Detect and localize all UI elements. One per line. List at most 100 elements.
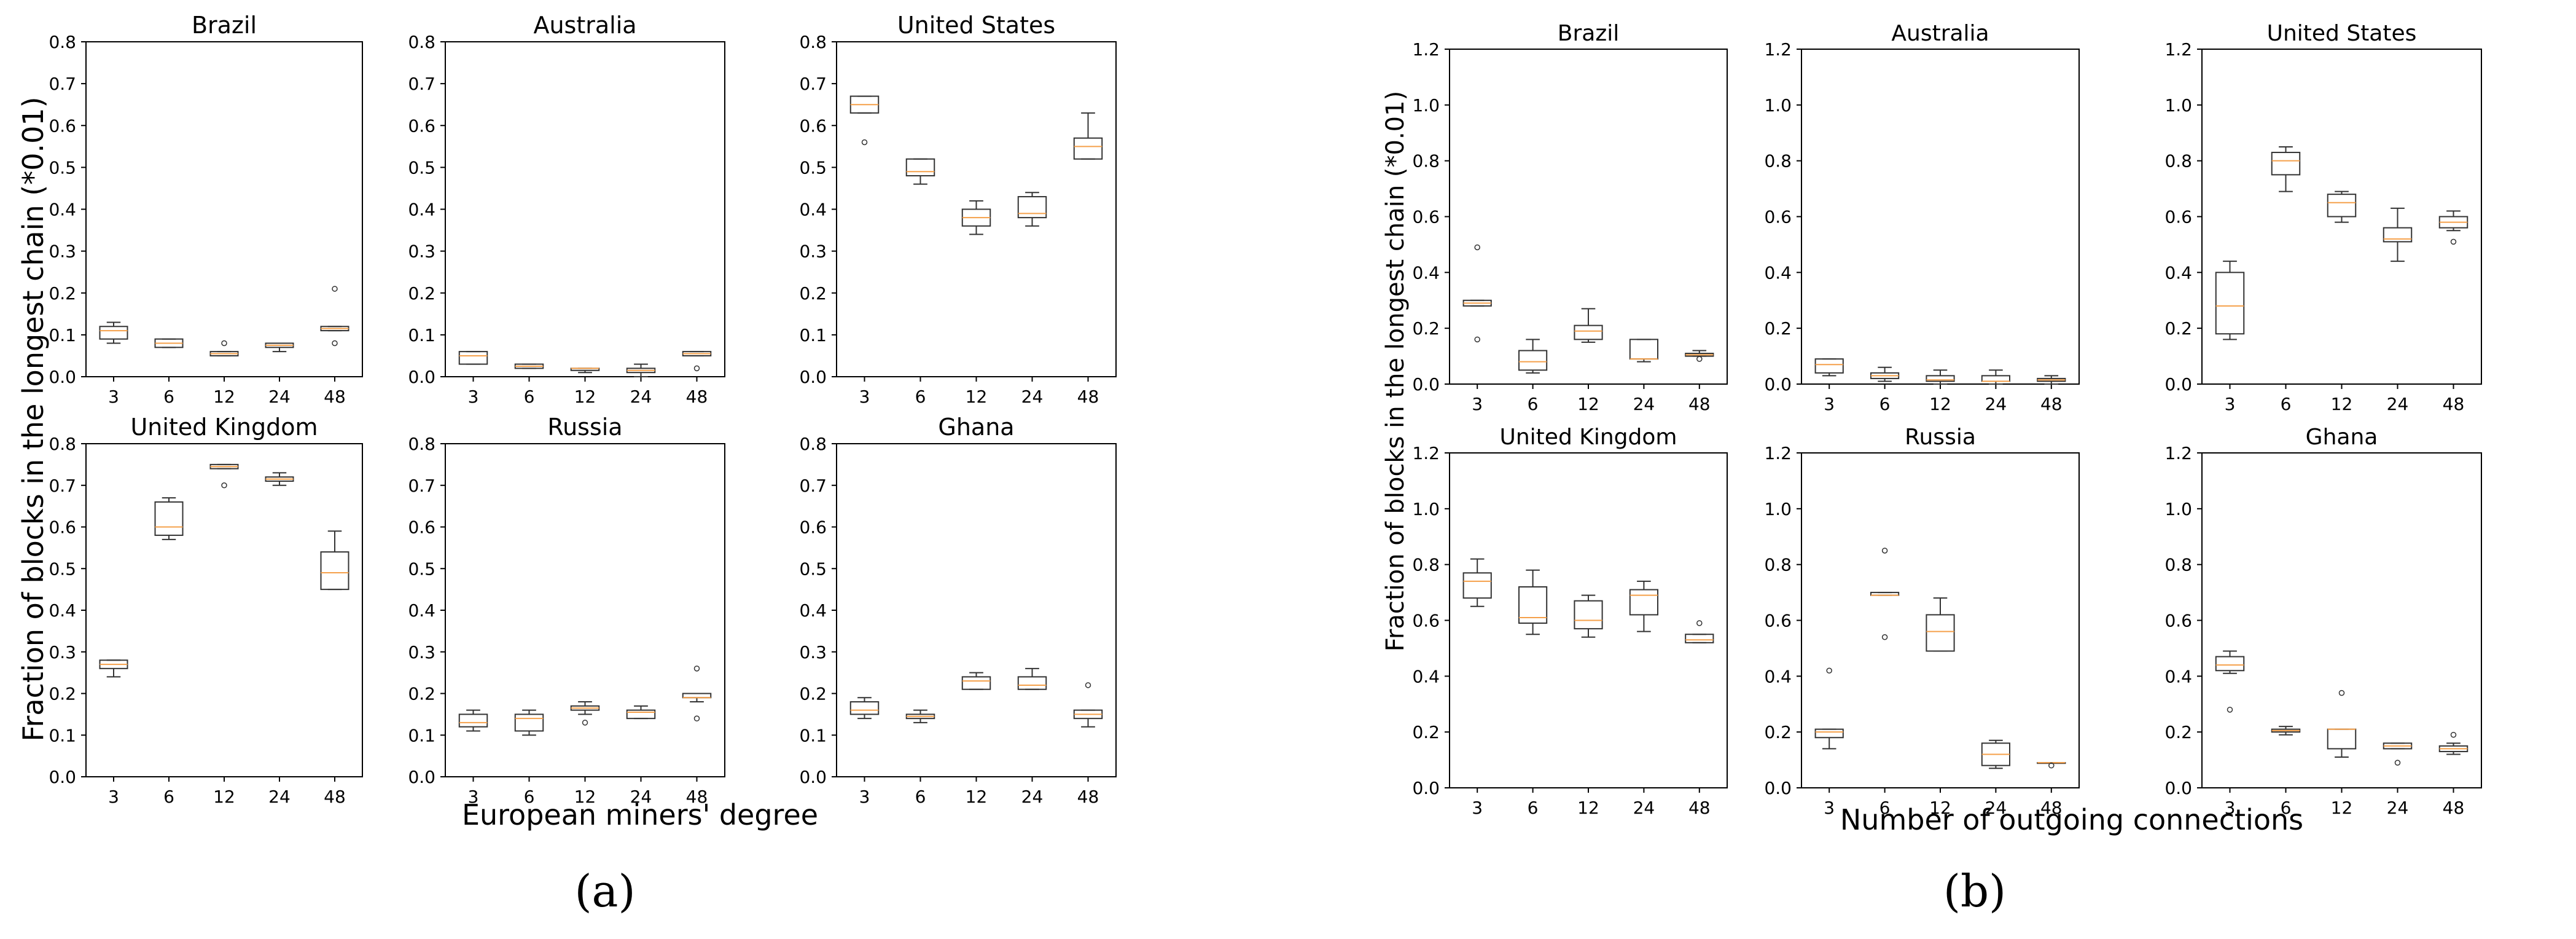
box-iqr bbox=[1518, 586, 1548, 624]
subplot-b-russia: Russia 0.0 0.2 0.4 0.6 0.8 1.0 1.2 3 6 12 24 48 bbox=[1764, 425, 2080, 818]
y-tick-label: 0.4 bbox=[1412, 262, 1440, 283]
y-tick-label: 0.6 bbox=[49, 116, 76, 136]
box-24 bbox=[265, 472, 294, 486]
y-tick-label: 1.0 bbox=[1764, 499, 1792, 519]
box-48 bbox=[1685, 620, 1714, 643]
y-tick-label: 0.4 bbox=[2164, 262, 2192, 283]
box-48 bbox=[320, 530, 349, 591]
box-iqr bbox=[1073, 137, 1103, 160]
subplot-title: Australia bbox=[533, 12, 636, 39]
outlier-point bbox=[2450, 238, 2457, 245]
y-tick-label: 0.1 bbox=[799, 325, 827, 345]
y-tick-label: 0.8 bbox=[1412, 555, 1440, 575]
y-tick-label: 0.3 bbox=[408, 642, 435, 662]
x-tick-label: 48 bbox=[2040, 394, 2063, 414]
box-24 bbox=[2383, 207, 2413, 262]
y-tick-label: 0.4 bbox=[799, 200, 827, 220]
subplot-panels: Brazil 0.0 0.1 0.2 0.3 0.4 0.5 0.6 0.7 0.8 3 6 12 24 4… bbox=[49, 12, 2482, 818]
box-12 bbox=[961, 200, 991, 235]
y-tick-label: 0.7 bbox=[49, 74, 76, 94]
box-iqr bbox=[849, 701, 880, 715]
x-tick-label: 6 bbox=[1879, 798, 1891, 818]
x-tick-label: 48 bbox=[1688, 798, 1711, 818]
y-tick-label: 0.8 bbox=[49, 32, 76, 52]
x-tick-label: 48 bbox=[1688, 394, 1711, 414]
y-tick-label: 0.6 bbox=[1764, 207, 1792, 227]
x-tick-label: 6 bbox=[915, 387, 926, 407]
x-tick-label: 24 bbox=[1985, 394, 2007, 414]
y-tick-label: 0.5 bbox=[799, 157, 827, 178]
axes-frame bbox=[1801, 49, 2080, 385]
caption-b: (b) bbox=[1943, 865, 2006, 917]
box-6 bbox=[905, 709, 935, 723]
y-tick-label: 0.4 bbox=[408, 200, 435, 220]
x-tick-label: 3 bbox=[2225, 394, 2236, 414]
box-iqr bbox=[682, 693, 712, 699]
ylabel-a: Fraction of blocks in the longest chain … bbox=[17, 96, 50, 741]
y-tick-label: 0.2 bbox=[1764, 318, 1792, 339]
y-tick-label: 0.0 bbox=[1764, 374, 1792, 395]
box-24 bbox=[1629, 339, 1659, 363]
box-12 bbox=[570, 367, 600, 374]
x-tick-label: 12 bbox=[2331, 798, 2353, 818]
y-tick-label: 0.5 bbox=[408, 559, 435, 579]
box-iqr bbox=[1017, 676, 1047, 690]
box-12 bbox=[209, 463, 239, 489]
box-iqr bbox=[2271, 152, 2301, 176]
subplot-title: Australia bbox=[1891, 21, 1989, 46]
y-tick-label: 1.0 bbox=[1412, 499, 1440, 519]
y-tick-label: 0.3 bbox=[408, 242, 435, 262]
box-6 bbox=[905, 158, 935, 185]
y-tick-label: 0.0 bbox=[49, 367, 76, 387]
y-tick-label: 0.2 bbox=[1764, 722, 1792, 742]
outlier-point bbox=[2338, 690, 2345, 696]
subplot-title: Brazil bbox=[192, 12, 257, 39]
y-tick-label: 0.8 bbox=[799, 434, 827, 454]
box-48 bbox=[1073, 112, 1103, 160]
y-tick-label: 0.3 bbox=[799, 642, 827, 662]
box-iqr bbox=[905, 158, 935, 176]
y-tick-label: 0.4 bbox=[2164, 666, 2192, 686]
box-3 bbox=[99, 659, 128, 678]
box-48 bbox=[2037, 762, 2066, 769]
subplot-title: Russia bbox=[1905, 425, 1976, 450]
box-24 bbox=[1017, 192, 1047, 227]
box-iqr bbox=[1629, 339, 1659, 360]
subplot-b-brazil: Brazil 0.0 0.2 0.4 0.6 0.8 1.0 1.2 3 6 12 24 48 bbox=[1412, 21, 1728, 414]
x-tick-label: 6 bbox=[524, 787, 535, 807]
box-24 bbox=[2383, 742, 2413, 766]
y-tick-label: 0.6 bbox=[2164, 207, 2192, 227]
y-tick-label: 0.3 bbox=[49, 642, 76, 662]
box-48 bbox=[682, 351, 712, 372]
x-tick-label: 48 bbox=[1077, 787, 1099, 807]
box-48 bbox=[1685, 350, 1714, 362]
box-iqr bbox=[2215, 272, 2245, 335]
box-24 bbox=[1981, 369, 2011, 385]
x-tick-label: 3 bbox=[468, 387, 479, 407]
outlier-point bbox=[1696, 620, 1703, 626]
box-6 bbox=[154, 338, 184, 348]
y-tick-label: 0.1 bbox=[49, 325, 76, 345]
x-tick-label: 24 bbox=[268, 387, 291, 407]
y-tick-label: 0.0 bbox=[1412, 374, 1440, 395]
y-tick-label: 0.0 bbox=[49, 767, 76, 787]
box-48 bbox=[2037, 375, 2066, 385]
box-3 bbox=[1814, 667, 1844, 750]
y-tick-label: 0.2 bbox=[49, 283, 76, 304]
box-24 bbox=[626, 705, 656, 720]
y-tick-label: 1.0 bbox=[1412, 95, 1440, 116]
xlabel-b: Number of outgoing connections bbox=[1840, 803, 2303, 836]
x-tick-label: 3 bbox=[859, 387, 870, 407]
y-tick-label: 0.1 bbox=[408, 725, 435, 745]
box-12 bbox=[2327, 191, 2357, 223]
y-tick-label: 0.3 bbox=[799, 242, 827, 262]
y-tick-label: 0.2 bbox=[2164, 722, 2192, 742]
box-iqr bbox=[1574, 324, 1603, 340]
outlier-point bbox=[1881, 548, 1888, 554]
x-tick-label: 48 bbox=[2443, 798, 2465, 818]
x-tick-label: 6 bbox=[1528, 798, 1539, 818]
box-iqr bbox=[1814, 358, 1844, 374]
box-12 bbox=[209, 340, 239, 356]
y-tick-label: 0.0 bbox=[1764, 778, 1792, 798]
x-tick-label: 6 bbox=[1879, 394, 1891, 414]
